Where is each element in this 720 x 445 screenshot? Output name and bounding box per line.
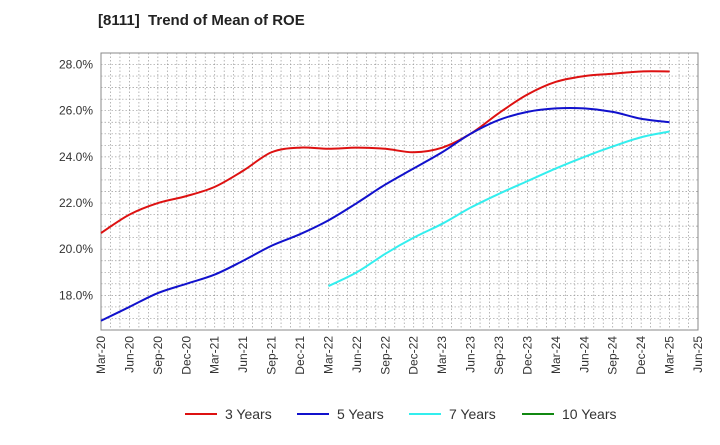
- series-line-7-years: [327, 130, 670, 288]
- axis-layer: 18.0% 20.0% 22.0% 24.0% 26.0% 28.0% Mar-20 Jun-…: [59, 58, 705, 375]
- chart-title: [8111] Trend of Mean of ROE: [98, 12, 305, 29]
- series-line-5-years: [100, 106, 670, 322]
- y-tick-label: 26.0%: [59, 104, 93, 118]
- y-tick-label: 18.0%: [59, 288, 93, 302]
- x-tick-label: Sep-21: [265, 336, 279, 375]
- legend-label-10-years: 10 Years: [562, 406, 617, 422]
- x-tick-label: Jun-20: [122, 336, 136, 373]
- x-tick-label: Sep-20: [151, 336, 165, 375]
- x-tick-label: Sep-23: [492, 336, 506, 375]
- x-tick-label: Dec-24: [634, 336, 648, 375]
- x-tick-label: Dec-23: [520, 336, 534, 375]
- x-tick-label: Sep-24: [606, 336, 620, 375]
- legend-label-5-years: 5 Years: [337, 406, 384, 422]
- legend-layer: 3 Years 5 Years 7 Years 10 Years: [185, 406, 617, 422]
- x-tick-label: Mar-21: [208, 336, 222, 374]
- x-tick-label: Mar-24: [549, 336, 563, 374]
- y-tick-label: 28.0%: [59, 58, 93, 72]
- x-tick-label: Mar-25: [663, 336, 677, 374]
- x-tick-label: Jun-25: [691, 336, 705, 373]
- legend-label-3-years: 3 Years: [225, 406, 272, 422]
- series-line-3-years: [100, 70, 670, 234]
- x-tick-label: Dec-22: [407, 336, 421, 375]
- x-tick-label: Mar-23: [435, 336, 449, 374]
- x-tick-label: Jun-21: [236, 336, 250, 373]
- y-tick-label: 22.0%: [59, 196, 93, 210]
- x-tick-label: Dec-21: [293, 336, 307, 375]
- y-tick-label: 24.0%: [59, 150, 93, 164]
- grid-layer: [100, 52, 699, 331]
- x-tick-label: Jun-23: [464, 336, 478, 373]
- series-layer: [100, 70, 670, 322]
- x-tick-label: Sep-22: [378, 336, 392, 375]
- y-tick-label: 20.0%: [59, 242, 93, 256]
- x-tick-label: Jun-24: [577, 336, 591, 373]
- x-tick-label: Jun-22: [350, 336, 364, 373]
- legend-label-7-years: 7 Years: [449, 406, 496, 422]
- x-tick-label: Mar-22: [321, 336, 335, 374]
- x-tick-label: Mar-20: [94, 336, 108, 374]
- x-tick-label: Dec-20: [179, 336, 193, 375]
